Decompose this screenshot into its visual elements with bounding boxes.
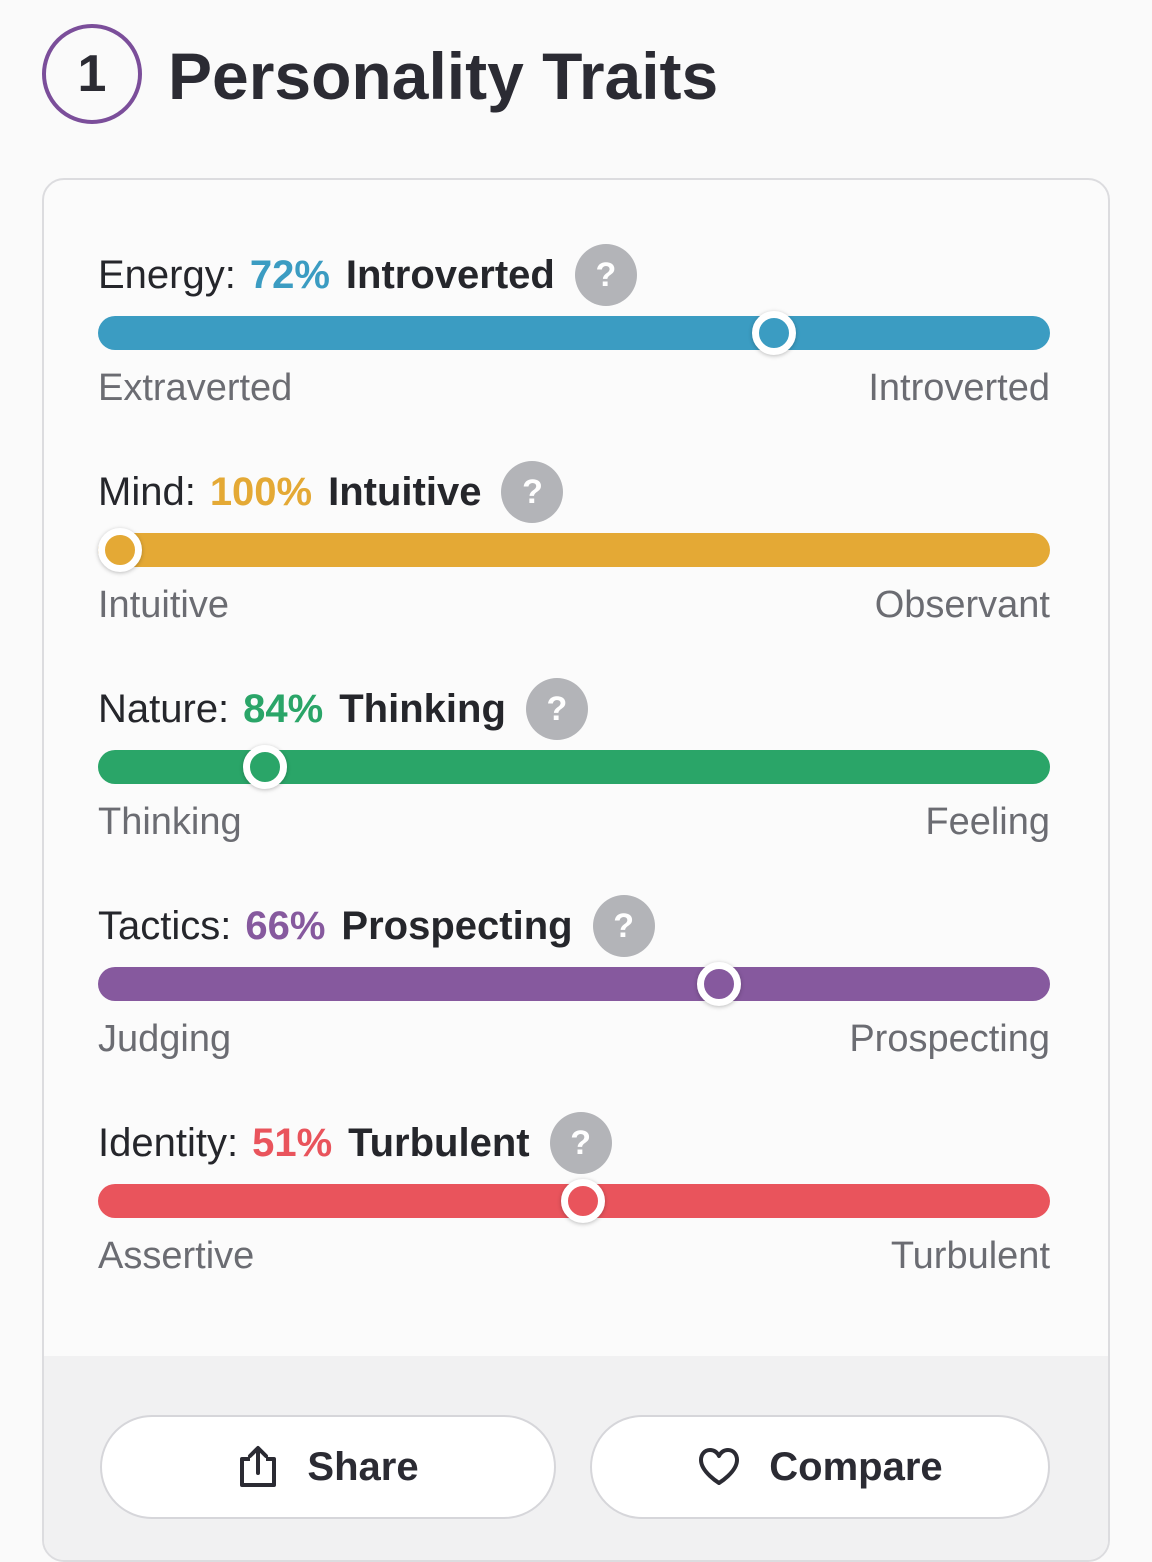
trait-percent: 100% <box>209 470 313 514</box>
slider-track <box>98 967 1050 1001</box>
trait-heading: Nature: 84% Thinking? <box>98 678 588 740</box>
right-pole: Introverted <box>868 367 1050 409</box>
right-pole: Prospecting <box>849 1018 1050 1060</box>
trait-name: Prospecting <box>341 904 573 948</box>
trait-label: Nature: <box>98 687 230 731</box>
slider-track <box>98 533 1050 567</box>
slider-track <box>98 750 1050 784</box>
button-label: Compare <box>769 1444 943 1489</box>
section-badge: 1 <box>42 24 142 124</box>
slider-knob <box>561 1179 606 1223</box>
slider-knob <box>243 745 288 789</box>
trait-percent: 72% <box>249 253 330 297</box>
left-pole: Judging <box>98 1018 232 1060</box>
trait-heading: Tactics: 66% Prospecting? <box>98 895 655 957</box>
trait-name: Thinking <box>339 687 506 731</box>
slider-knob <box>751 311 796 355</box>
button-label: Share <box>307 1444 419 1489</box>
trait-name: Intuitive <box>328 470 482 514</box>
action-button[interactable]: Compare <box>590 1415 1050 1519</box>
trait-heading: Identity: 51% Turbulent? <box>98 1112 612 1174</box>
heart-icon <box>699 1448 740 1485</box>
left-pole: Thinking <box>98 801 242 843</box>
trait-percent: 51% <box>252 1121 333 1165</box>
traits-card <box>42 178 1110 1562</box>
help-button[interactable]: ? <box>549 1112 612 1174</box>
share-icon <box>240 1446 277 1487</box>
slider-knob <box>697 962 742 1006</box>
trait-label: Identity: <box>98 1121 239 1165</box>
right-pole: Observant <box>874 584 1050 626</box>
help-button[interactable]: ? <box>574 244 637 306</box>
left-pole: Assertive <box>98 1235 255 1277</box>
trait-percent: 84% <box>243 687 324 731</box>
trait-name: Introverted <box>345 253 555 297</box>
section-title: Personality Traits <box>168 39 719 113</box>
trait-label: Energy: <box>98 253 236 297</box>
right-pole: Feeling <box>925 801 1050 843</box>
trait-label: Tactics: <box>98 904 232 948</box>
trait-name: Turbulent <box>348 1121 530 1165</box>
right-pole: Turbulent <box>890 1235 1050 1277</box>
trait-heading: Mind: 100% Intuitive? <box>98 461 564 523</box>
help-button[interactable]: ? <box>525 678 588 740</box>
left-pole: Extraverted <box>98 367 293 409</box>
action-button[interactable]: Share <box>100 1415 556 1519</box>
trait-heading: Energy: 72% Introverted? <box>98 244 637 306</box>
trait-percent: 66% <box>245 904 326 948</box>
help-button[interactable]: ? <box>592 895 655 957</box>
slider-knob <box>98 528 142 572</box>
left-pole: Intuitive <box>98 584 229 626</box>
help-button[interactable]: ? <box>501 461 564 523</box>
trait-label: Mind: <box>98 470 196 514</box>
slider-track <box>98 316 1050 350</box>
